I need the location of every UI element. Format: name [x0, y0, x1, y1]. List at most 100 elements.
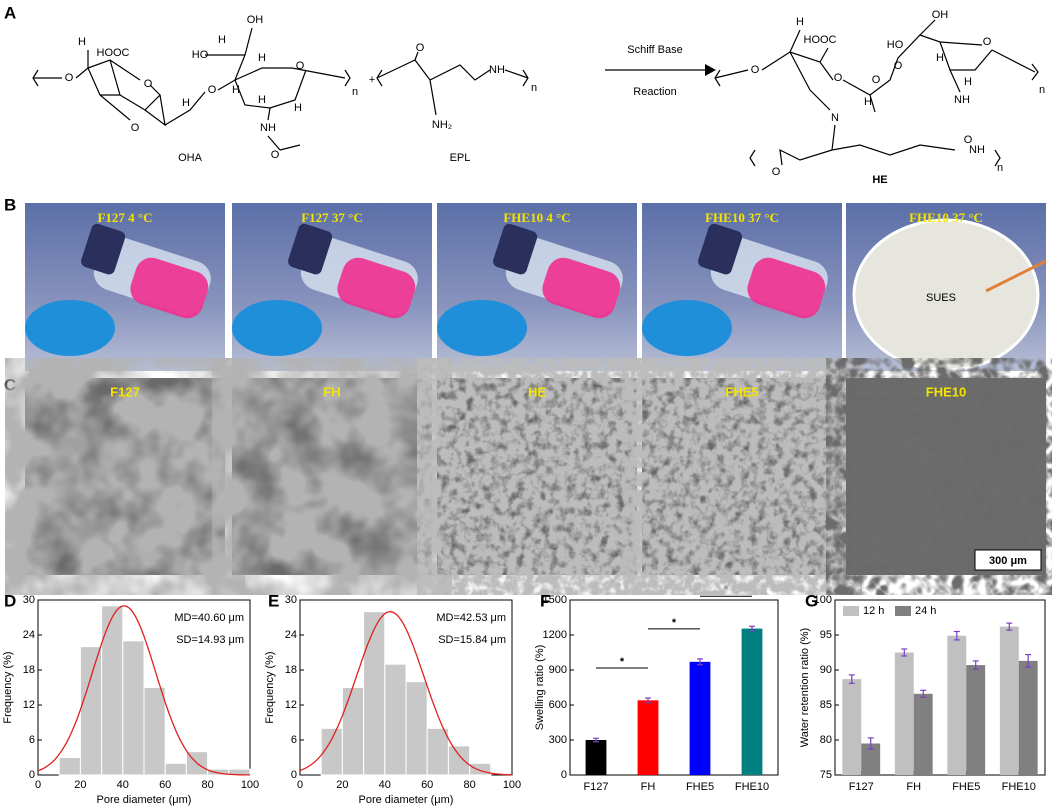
vial-cap: [437, 300, 527, 356]
histogram-bar: [469, 762, 492, 776]
panel-label: G: [805, 591, 818, 610]
x-tick-label: 100: [503, 779, 521, 791]
atom-label: N: [831, 112, 839, 124]
atom-label: OH: [932, 9, 949, 21]
annotation: MD=42.53 μm: [436, 612, 506, 624]
atom-label: NH: [954, 94, 970, 106]
vial-cap: [642, 300, 732, 356]
photo-label: F127 4 °C: [97, 210, 152, 225]
bar: [894, 652, 914, 775]
molecule-name: EPL: [450, 152, 471, 164]
histogram-bar: [405, 681, 428, 776]
needle: [985, 259, 1047, 293]
atom-label: O: [144, 78, 153, 90]
y-tick-label: 6: [291, 734, 297, 746]
histogram-bar: [426, 727, 449, 776]
atom-label: n: [1039, 84, 1045, 96]
sem-image: [846, 378, 1046, 575]
photo-label: FHE10 37 °C: [909, 210, 983, 225]
atom-label: O: [964, 134, 973, 146]
panel-label: A: [4, 3, 16, 22]
atom-label: H: [182, 97, 190, 109]
bar: [1018, 660, 1038, 775]
atom-label: H: [864, 96, 872, 108]
atom-label: O: [271, 149, 280, 161]
y-tick-label: 100: [814, 594, 832, 606]
photo-label: FHE10 37 °C: [705, 210, 779, 225]
atom-label: O: [416, 42, 425, 54]
x-tick-label: FHE10: [1002, 781, 1036, 793]
bar: [913, 693, 933, 775]
atom-label: HO: [887, 39, 904, 51]
bar: [741, 628, 763, 775]
atom-label: HO: [192, 49, 209, 61]
y-tick-label: 0: [29, 769, 35, 781]
histogram-bar: [164, 762, 187, 776]
x-tick-label: FHE10: [735, 781, 769, 793]
panel-label: B: [4, 195, 16, 214]
vial-lid: [698, 223, 743, 275]
sem-label: FHE10: [926, 384, 966, 399]
panel-label: C: [4, 375, 16, 394]
y-tick-label: 900: [549, 664, 567, 676]
y-tick-label: 30: [23, 594, 35, 606]
histogram-bar: [363, 611, 386, 776]
x-tick-label: FHE5: [686, 781, 714, 793]
axes-frame: [569, 599, 779, 776]
fit-curve: [299, 611, 513, 776]
x-tick-label: 20: [336, 779, 348, 791]
plus-sign: +: [369, 74, 375, 86]
y-tick-label: 0: [561, 769, 567, 781]
photo-label: F127 37 °C: [301, 210, 363, 225]
y-tick-label: 30: [285, 594, 297, 606]
sem-image: [642, 378, 842, 575]
y-tick-label: 18: [23, 664, 35, 676]
atom-label: n: [352, 86, 358, 98]
x-tick-label: F127: [849, 781, 874, 793]
atom-label: NH₂: [432, 119, 452, 131]
petri-dish: [852, 218, 1040, 372]
bar: [585, 740, 607, 775]
atom-label: O: [751, 64, 760, 76]
photo-label: FHE10 4 °C: [503, 210, 570, 225]
vial-cap: [232, 300, 322, 356]
bar: [999, 626, 1019, 775]
atom-label: O: [983, 36, 992, 48]
atom-label: O: [131, 122, 140, 134]
atom-label: O: [65, 72, 74, 84]
x-tick-label: 0: [35, 779, 41, 791]
y-tick-label: 85: [820, 699, 832, 711]
atom-label: NH: [489, 64, 505, 76]
atom-label: O: [296, 60, 305, 72]
legend-swatch: [895, 606, 911, 616]
y-tick-label: 1500: [543, 594, 567, 606]
histogram-bar: [143, 687, 166, 776]
atom-label: H: [936, 52, 944, 64]
y-tick-label: 75: [820, 769, 832, 781]
bar: [689, 661, 711, 775]
atom-label: HOOC: [97, 47, 130, 59]
histogram-bar: [79, 646, 103, 776]
x-tick-label: 80: [201, 779, 213, 791]
gel: [747, 257, 826, 319]
atom-label: NH: [260, 122, 276, 134]
atom-label: NH: [969, 144, 985, 156]
bar: [861, 743, 881, 775]
legend-swatch: [843, 606, 859, 616]
fit-curve: [37, 605, 250, 776]
axes-frame: [834, 599, 1046, 776]
sem-label: FH: [323, 384, 340, 399]
x-tick-label: 0: [297, 779, 303, 791]
dish-text: SUES: [926, 292, 956, 304]
atom-label: n: [531, 82, 537, 94]
bar: [966, 665, 986, 775]
sem-image: [25, 378, 225, 575]
atom-label: H: [232, 84, 240, 96]
histogram-bar: [447, 745, 471, 776]
atom-label: O: [872, 74, 881, 86]
x-tick-label: 20: [74, 779, 86, 791]
histogram-bar: [58, 757, 81, 776]
y-tick-label: 6: [29, 734, 35, 746]
